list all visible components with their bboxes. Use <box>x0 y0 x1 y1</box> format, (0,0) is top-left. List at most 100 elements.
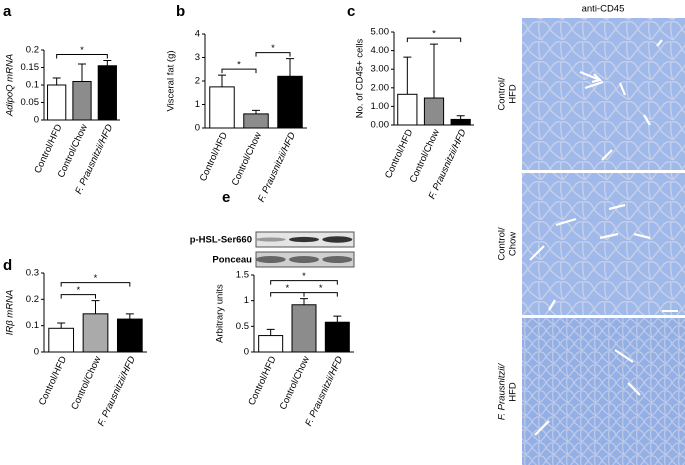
x-tick-label: Control/HFD <box>198 131 230 184</box>
blot-band <box>322 256 353 263</box>
y-tick-label: 2 <box>195 76 200 87</box>
bar <box>243 113 269 129</box>
y-tick-label: 4.00 <box>371 45 390 56</box>
significance-bracket <box>56 54 108 59</box>
y-tick-label: 0 <box>244 347 249 358</box>
y-axis-label: No. of CD45+ cells <box>355 39 366 119</box>
bar <box>450 118 471 126</box>
y-tick-label: 0.15 <box>21 62 40 73</box>
error-bar <box>300 298 308 305</box>
x-tick-label: Control/Chow <box>69 355 103 412</box>
panel-letter: d <box>3 257 12 274</box>
y-tick-label: 1.00 <box>371 101 390 112</box>
significance-bracket <box>406 37 462 43</box>
significance-bracket <box>60 294 96 299</box>
x-tick-label: Control/Chow <box>278 355 312 412</box>
significance-label: * <box>271 43 275 54</box>
blot-band <box>255 237 286 242</box>
significance-bracket <box>60 282 131 287</box>
significance-label: * <box>302 271 306 282</box>
significance-bracket <box>221 68 257 74</box>
error-bar <box>52 77 61 85</box>
error-bar <box>456 115 465 120</box>
bar <box>116 318 143 353</box>
bar <box>48 327 75 353</box>
micrograph-label: Chow <box>508 232 519 256</box>
blot-label: Ponceau <box>212 255 252 266</box>
micrograph-panel <box>522 18 685 465</box>
significance-label: * <box>319 283 323 294</box>
y-tick-label: 1 <box>244 295 249 306</box>
y-tick-label: 3.00 <box>371 64 390 75</box>
error-bar <box>78 63 86 82</box>
blot-band <box>255 256 286 263</box>
bar <box>277 75 303 129</box>
significance-label: * <box>80 45 84 56</box>
bar <box>82 313 109 353</box>
micrograph <box>522 318 685 465</box>
significance-bracket <box>255 52 291 57</box>
error-bar <box>333 315 342 323</box>
error-bar <box>218 74 226 87</box>
x-tick-label: Control/HFD <box>246 355 278 408</box>
y-tick-label: 3 <box>195 52 200 63</box>
error-bar <box>286 58 294 77</box>
panel-letter: e <box>222 189 230 206</box>
blot-band <box>289 256 319 263</box>
micrograph <box>522 173 685 315</box>
error-bar <box>125 313 134 320</box>
y-tick-label: 1.5 <box>236 270 249 281</box>
y-tick-label: 0.05 <box>21 97 40 108</box>
y-tick-label: 0.00 <box>371 120 390 131</box>
y-tick-label: 0.2 <box>26 45 39 56</box>
y-tick-label: 0 <box>195 123 200 134</box>
y-tick-label: 0.5 <box>236 321 249 332</box>
x-tick-label: Control/HFD <box>37 355 69 408</box>
panel-letter: a <box>3 3 12 20</box>
significance-label: * <box>76 285 80 296</box>
significance-bracket <box>270 280 338 285</box>
y-tick-label: 0 <box>34 115 39 126</box>
y-tick-label: 4 <box>195 29 200 40</box>
error-bar <box>103 60 112 66</box>
y-tick-label: 1 <box>195 99 200 110</box>
scale-bar <box>662 310 678 312</box>
significance-label: * <box>237 60 241 71</box>
panel-letter: c <box>347 3 355 20</box>
y-tick-label: 2.00 <box>371 82 390 93</box>
bar <box>72 81 92 121</box>
x-tick-label: F. Prausnitzii/HFD <box>256 131 298 205</box>
x-tick-label: Control/Chow <box>230 131 264 188</box>
y-tick-label: 5.00 <box>371 27 390 38</box>
blot-band <box>322 236 353 243</box>
blot-label: p-HSL-Ser660 <box>190 235 252 246</box>
micrograph-label: F. Prausnitzii/ <box>497 362 508 420</box>
error-bar <box>266 328 275 336</box>
bar <box>397 93 418 126</box>
y-axis-label: AdipoQ mRNA <box>5 54 16 117</box>
micrograph-label: HFD <box>508 382 519 402</box>
error-bar <box>91 300 100 314</box>
y-axis-label: Arbitrary units <box>215 284 226 343</box>
error-bar <box>57 322 66 329</box>
y-tick-label: 0 <box>34 347 39 358</box>
y-tick-label: 0.3 <box>26 268 39 279</box>
bar <box>209 86 235 129</box>
micrograph-label: Control/ <box>497 227 508 261</box>
error-bar <box>403 56 412 95</box>
y-tick-label: 0.1 <box>26 80 39 91</box>
significance-label: * <box>285 283 289 294</box>
bar <box>47 84 67 121</box>
bar <box>258 335 284 353</box>
x-tick-label: F. Prausnitzii/HFD <box>303 355 345 429</box>
y-tick-label: 0.2 <box>26 294 39 305</box>
error-bar <box>430 43 438 99</box>
micrograph-label: HFD <box>508 84 519 104</box>
y-axis-label: IRβ mRNA <box>5 290 16 336</box>
panel-letter: b <box>176 3 185 20</box>
bar <box>291 304 317 353</box>
micrograph-title: anti-CD45 <box>582 4 625 15</box>
arrows <box>529 39 663 436</box>
error-bar <box>252 109 260 114</box>
